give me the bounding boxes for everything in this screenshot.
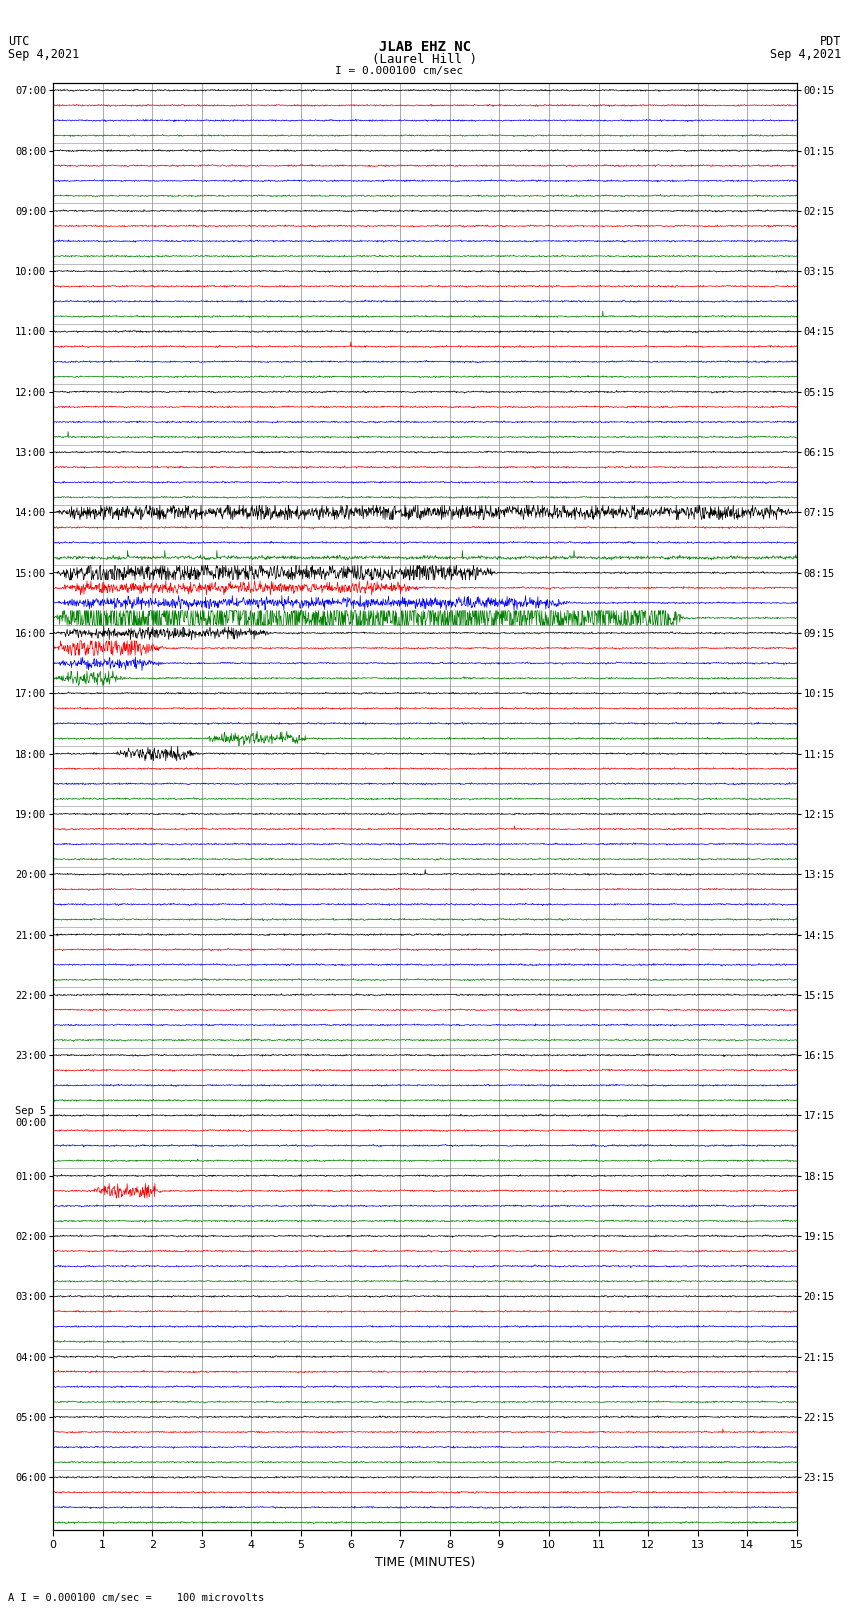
- Text: UTC: UTC: [8, 35, 30, 48]
- Text: Sep 4,2021: Sep 4,2021: [8, 48, 80, 61]
- Text: A I = 0.000100 cm/sec =    100 microvolts: A I = 0.000100 cm/sec = 100 microvolts: [8, 1594, 264, 1603]
- X-axis label: TIME (MINUTES): TIME (MINUTES): [375, 1557, 475, 1569]
- Text: JLAB EHZ NC: JLAB EHZ NC: [379, 40, 471, 55]
- Text: I = 0.000100 cm/sec: I = 0.000100 cm/sec: [336, 66, 463, 76]
- Text: PDT: PDT: [820, 35, 842, 48]
- Text: (Laurel Hill ): (Laurel Hill ): [372, 53, 478, 66]
- Text: Sep 4,2021: Sep 4,2021: [770, 48, 842, 61]
